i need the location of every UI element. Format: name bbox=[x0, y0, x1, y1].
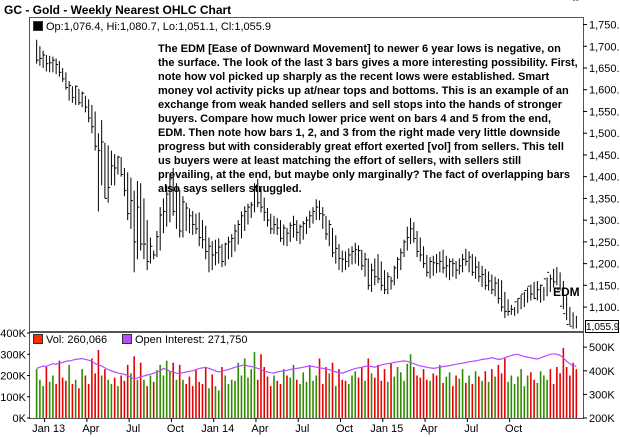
vol-swatch-icon bbox=[33, 334, 43, 344]
edm-label: EDM bbox=[553, 285, 580, 299]
x-tick-label: Oct bbox=[167, 423, 184, 435]
x-tick-label: Oct bbox=[336, 423, 353, 435]
x-tick-label: Apr bbox=[251, 423, 268, 435]
x-tick-label: Jan 14 bbox=[201, 423, 234, 435]
x-tick-label: Jul bbox=[126, 423, 140, 435]
price-y-tick-label: 1,100.0 bbox=[589, 302, 620, 314]
price-y-tick-label: 1,300.0 bbox=[589, 215, 620, 227]
price-y-tick-label: 1,200.0 bbox=[589, 259, 620, 271]
price-y-tick-label: 1,700.0 bbox=[589, 41, 620, 53]
last-price-box: 1,055.9 bbox=[585, 320, 620, 333]
price-y-tick-label: 1,450.0 bbox=[589, 150, 620, 162]
ohlc-legend: Op:1,076.4, Hi:1,080.7, Lo:1,051.1, Cl:1… bbox=[33, 21, 271, 33]
vol-y-tick-label: 300K bbox=[0, 349, 26, 361]
x-tick-label: Apr bbox=[420, 423, 437, 435]
x-tick-label: Oct bbox=[505, 423, 522, 435]
oi-swatch-icon bbox=[122, 334, 132, 344]
annotation-text: The EDM [Ease of Downward Movement] to n… bbox=[158, 43, 578, 195]
oi-legend: Open Interest: 271,750 bbox=[122, 334, 248, 346]
price-y-tick-label: 1,150.0 bbox=[589, 280, 620, 292]
price-y-tick-label: 1,350.0 bbox=[589, 193, 620, 205]
price-y-tick-label: 1,650.0 bbox=[589, 63, 620, 75]
vol-y-tick-label: 0K bbox=[13, 413, 27, 425]
x-tick-label: Jul bbox=[464, 423, 478, 435]
price-y-tick-label: 1,550.0 bbox=[589, 106, 620, 118]
vol-y-tick-label: 200K bbox=[0, 371, 26, 383]
price-y-tick-label: 1,500.0 bbox=[589, 128, 620, 140]
vol-y-tick-label: 400K bbox=[0, 328, 26, 340]
oi-legend-text: Open Interest: 271,750 bbox=[135, 334, 248, 346]
price-y-tick-label: 1,600.0 bbox=[589, 85, 620, 97]
ohlc-swatch-icon bbox=[33, 21, 43, 31]
ohlc-bars bbox=[36, 0, 579, 329]
x-tick-label: Apr bbox=[82, 423, 99, 435]
price-y-tick-label: 1,750.0 bbox=[589, 20, 620, 32]
vol-y-tick-label: 100K bbox=[0, 392, 26, 404]
oi-y-tick-label: 500K bbox=[589, 342, 615, 354]
volume-bars bbox=[35, 347, 578, 418]
price-y-tick-label: 1,250.0 bbox=[589, 237, 620, 249]
vol-legend-text: Vol: 260,066 bbox=[46, 334, 108, 346]
vol-legend: Vol: 260,066 bbox=[33, 334, 107, 346]
x-tick-label: Jul bbox=[295, 423, 309, 435]
x-tick-label: Jan 15 bbox=[370, 423, 403, 435]
price-y-tick-label: 1,400.0 bbox=[589, 172, 620, 184]
x-tick-label: Jan 13 bbox=[32, 423, 65, 435]
open-interest-line bbox=[36, 353, 577, 380]
oi-y-tick-label: 400K bbox=[589, 366, 615, 378]
oi-y-tick-label: 300K bbox=[589, 389, 615, 401]
chart-title: GC - Gold - Weekly Nearest OHLC Chart bbox=[4, 3, 232, 17]
ohlc-legend-text: Op:1,076.4, Hi:1,080.7, Lo:1,051.1, Cl:1… bbox=[46, 21, 272, 33]
oi-y-tick-label: 200K bbox=[589, 413, 615, 425]
